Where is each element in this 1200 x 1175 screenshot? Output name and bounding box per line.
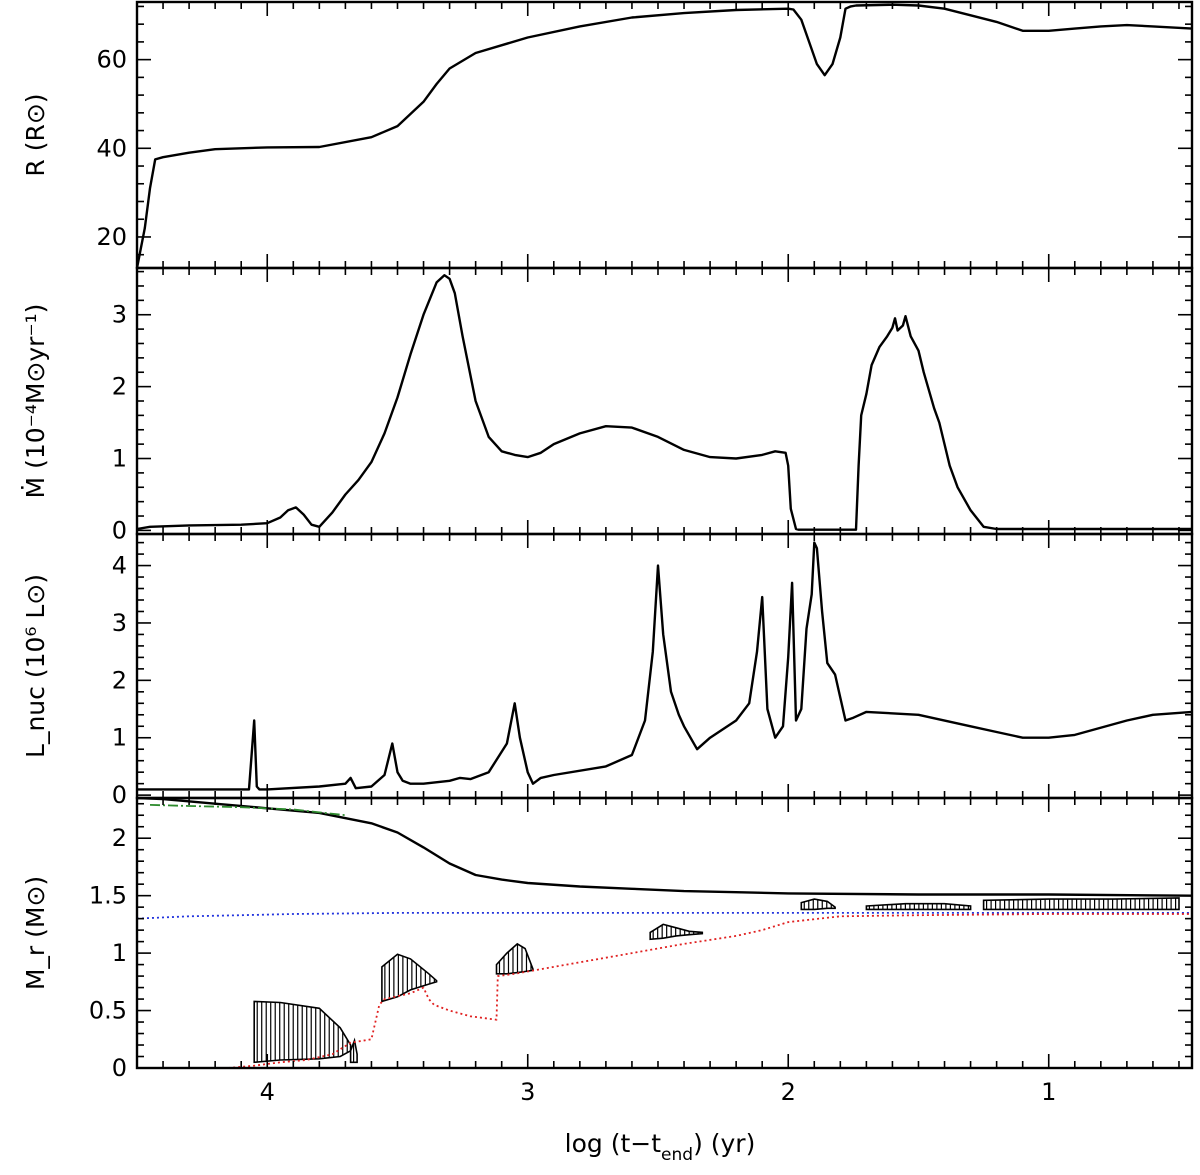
- nuclear-luminosity-series-Lnuc: [137, 541, 1193, 791]
- kippenhahn-ytick-label: 1.5: [89, 882, 127, 910]
- nuclear-luminosity-frame: [135, 532, 1194, 800]
- x-axis-label: log (t−tend) (yr): [565, 1129, 756, 1165]
- radius-frame: [135, 0, 1194, 270]
- x-tick-label: 3: [520, 1078, 535, 1106]
- kippenhahn-series-green-dashed: [149, 804, 346, 817]
- radius-ytick-label: 20: [96, 223, 127, 251]
- x-axis-label-sub: end: [661, 1145, 693, 1165]
- radius-series-R: [135, 3, 1193, 269]
- x-axis-label-tail: ) (yr): [693, 1129, 755, 1158]
- nuclear-luminosity-ytick-label: 3: [112, 609, 127, 637]
- nuclear-luminosity-ytick-label: 4: [112, 552, 127, 580]
- radius-ytick-label: 40: [96, 134, 127, 162]
- kippenhahn-zone-2: [381, 953, 438, 1003]
- radius-ylabel: R (R⊙): [21, 93, 50, 176]
- nuclear-luminosity-ytick-label: 1: [112, 724, 127, 752]
- kippenhahn-series-red-dotted: [228, 913, 1192, 1069]
- mass-loss-rate-ytick-label: 0: [112, 516, 127, 544]
- kippenhahn-zone-3: [495, 942, 534, 975]
- mass-loss-rate-ytick-label: 3: [112, 301, 127, 329]
- x-axis-label-main: log (t−t: [565, 1129, 662, 1158]
- nuclear-luminosity-ytick-label: 2: [112, 666, 127, 694]
- x-tick-label: 2: [781, 1078, 796, 1106]
- kippenhahn-frame: [135, 796, 1194, 1070]
- kippenhahn-ytick-label: 2: [112, 824, 127, 852]
- x-tick-label: 4: [260, 1078, 275, 1106]
- radius-ytick-label: 60: [96, 46, 127, 74]
- kippenhahn-series-total-mass: [136, 796, 1193, 897]
- mass-loss-rate-frame: [135, 266, 1194, 536]
- kippenhahn-series-blue-dotted: [136, 912, 1192, 920]
- kippenhahn-ytick-label: 0: [112, 1054, 127, 1082]
- mass-loss-rate-ytick-label: 2: [112, 373, 127, 401]
- mass-loss-rate-series-Mdot: [136, 274, 1192, 531]
- kippenhahn-ytick-label: 1: [112, 939, 127, 967]
- nuclear-luminosity-ytick-label: 0: [112, 781, 127, 809]
- mass-loss-rate-ylabel: Ṁ (10⁻⁴M⊙yr⁻¹): [21, 304, 50, 499]
- mass-loss-rate-ytick-label: 1: [112, 445, 127, 473]
- x-tick-label: 1: [1041, 1078, 1056, 1106]
- nuclear-luminosity-ylabel: L_nuc (10⁶ L⊙): [21, 574, 50, 758]
- kippenhahn-ytick-label: 0.5: [89, 997, 127, 1025]
- kippenhahn-ylabel: M_r (M⊙): [21, 876, 50, 990]
